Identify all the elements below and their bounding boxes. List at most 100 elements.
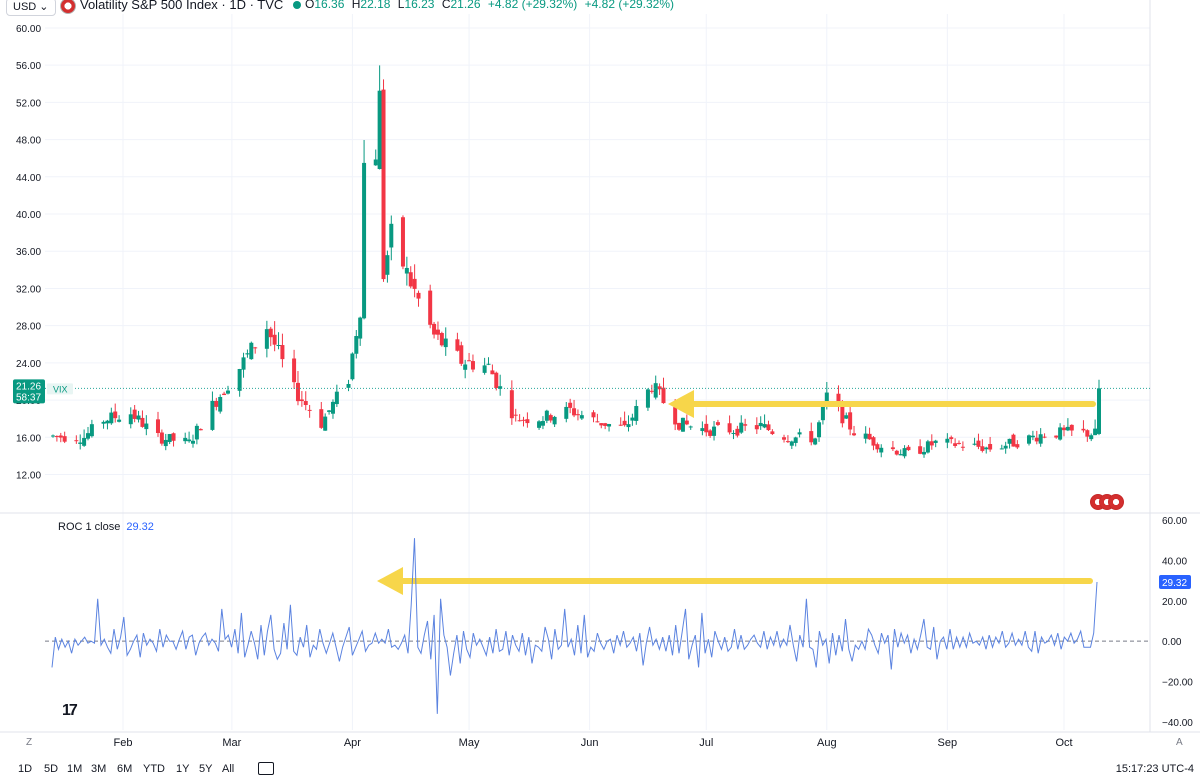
us-flag-icon[interactable] [1108,494,1124,510]
candle-body [875,444,880,450]
x-tick-label: Feb [114,737,133,749]
candle-body [498,386,503,389]
candle-body [980,446,985,451]
candle-body [634,406,639,421]
candle-body [327,410,332,412]
candle-body [879,447,884,453]
candle-body [1030,435,1035,438]
candle-body [132,409,137,419]
candle-body [575,414,580,416]
clock[interactable]: 15:17:23 UTC-4 [1115,763,1194,775]
candle-body [867,433,872,440]
candle-body [1081,428,1086,431]
candle-body [210,400,215,430]
range-5y[interactable]: 5Y [199,763,213,775]
range-1d[interactable]: 1D [18,763,33,775]
candle-body [918,446,923,454]
open-label: O [305,0,315,11]
candle-body [1015,444,1020,448]
candle-body [513,414,518,416]
open-value: 16.36 [314,0,345,11]
range-1y[interactable]: 1Y [176,763,190,775]
countdown-value: 58:37 [16,392,41,403]
candle-body [241,357,246,370]
ticker-tag [47,383,73,395]
range-5d[interactable]: 5D [44,763,59,775]
candle-body [136,415,141,420]
range-ytd[interactable]: YTD [143,763,165,775]
us-flag-icon [60,0,76,14]
auto-scale-button[interactable]: A [1176,737,1183,748]
candle-body [552,416,557,425]
candle-body [824,392,829,405]
candle-body [155,419,160,434]
candle-body [117,419,122,422]
roc-value-tag-label: 29.32 [1162,578,1187,589]
candle-body [455,339,460,351]
change-value-2: +4.82 (+29.32%) [584,0,675,11]
candle-body [789,441,794,446]
change-value: +4.82 (+29.32%) [487,0,578,11]
zoom-button[interactable]: Z [26,737,33,748]
range-6m[interactable]: 6M [117,763,133,775]
candle-body [85,433,90,439]
symbol-title[interactable]: Volatility S&P 500 Index · 1D · TVC [80,0,284,12]
candle-body [758,422,763,427]
roc-legend[interactable]: ROC 1 close 29.32 [58,521,154,533]
candle-body [101,421,106,424]
candle-body [159,432,164,444]
candle-body [673,407,678,425]
candle-body [78,442,83,444]
candle-body [890,447,895,450]
candle-body [373,159,378,166]
x-tick-label: Jul [699,737,713,749]
candle-body [957,442,962,444]
candle-body [1093,428,1098,436]
candle-body [144,423,149,430]
candle-body [245,353,250,355]
y-tick-label: 32.00 [16,284,41,295]
candle-body [432,323,437,335]
candle-body [194,425,199,440]
roc-value-tag [1159,574,1191,589]
candle-body [688,426,693,428]
candle-body [708,430,713,436]
candle-body [754,425,759,430]
candle-body [280,345,285,360]
tradingview-logo[interactable]: 17 [62,702,78,719]
candle-body [1089,435,1094,440]
calendar-icon[interactable] [258,762,274,775]
x-tick-label: Oct [1055,737,1072,749]
ohlc-legend: O16.36 H22.18 L16.23 C21.26 +4.82 (+29.3… [305,0,678,11]
currency-selector[interactable]: USD ⌄ [6,0,56,16]
candle-body [704,423,709,433]
candle-body [770,431,775,435]
candle-body [292,358,297,383]
candle-body [385,255,390,275]
y-tick-label: 60.00 [16,24,41,35]
candle-body [167,434,172,442]
candle-body [222,393,227,396]
candle-body [1007,438,1012,444]
candle-body [62,436,67,442]
candle-body [945,438,950,443]
candle-body [276,345,281,347]
candle-body [579,415,584,419]
range-1m[interactable]: 1M [67,763,83,775]
candle-body [330,401,335,414]
candle-body [517,420,522,422]
candle-body [249,342,254,360]
high-label: H [351,0,361,11]
range-all[interactable]: All [222,763,235,775]
range-3m[interactable]: 3M [91,763,107,775]
candle-body [435,329,440,335]
ticker-label: VIX [53,384,68,394]
candle-body [486,363,491,365]
candle-body [766,424,771,431]
candle-body [976,440,981,447]
candle-body [439,333,444,346]
roc-y-tick-label: 40.00 [1162,556,1187,567]
candle-body [906,446,911,451]
candle-body [785,441,790,443]
candle-body [844,415,849,419]
